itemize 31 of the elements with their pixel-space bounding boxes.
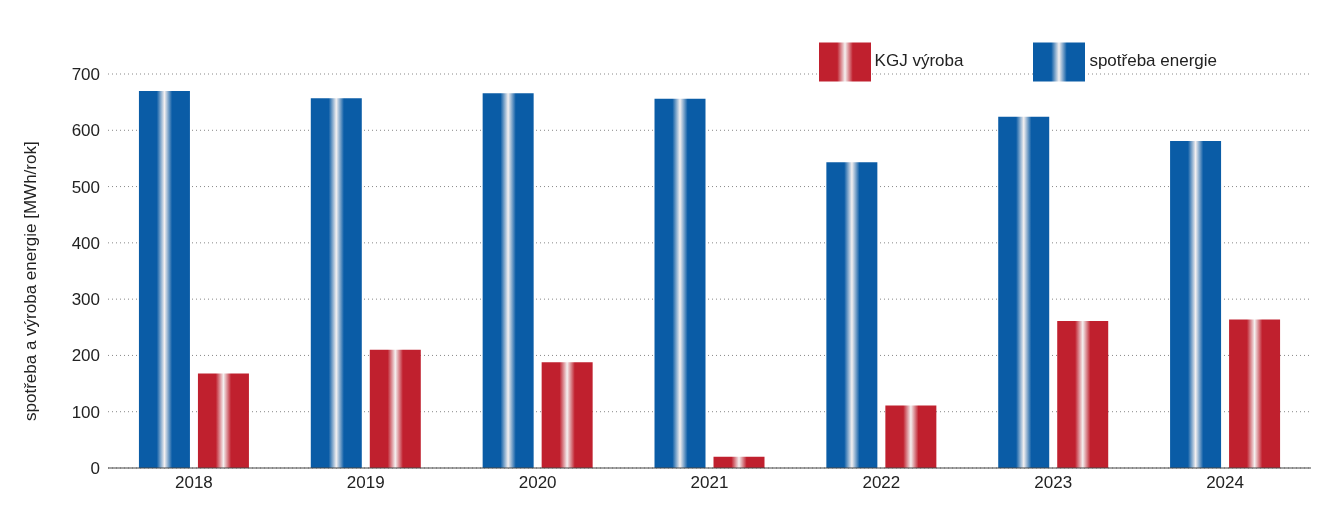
bar (1057, 321, 1109, 468)
bar (1170, 140, 1222, 468)
x-tick-label: 2024 (1206, 473, 1244, 493)
y-tick-label: 700 (71, 65, 100, 85)
x-tick-label: 2022 (862, 473, 901, 493)
y-tick-label: 500 (71, 177, 100, 197)
bar (482, 93, 534, 468)
y-tick-label: 600 (71, 121, 100, 141)
bar (310, 98, 362, 468)
x-tick-label: 2019 (346, 473, 385, 493)
y-axis-title: spotřeba a výroba energie [MWh/rok] (21, 141, 41, 421)
y-tick-label: 300 (71, 290, 100, 310)
legend-label: spotřeba energie (1089, 51, 1217, 71)
y-tick-label: 400 (71, 233, 100, 253)
bar (885, 405, 937, 468)
bar (197, 373, 249, 468)
legend-label: KGJ výroba (874, 51, 964, 71)
x-tick-label: 2023 (1034, 473, 1073, 493)
x-tick-label: 2018 (175, 473, 213, 493)
bar (1229, 319, 1281, 468)
bar (138, 90, 190, 468)
bar (369, 349, 421, 468)
y-tick-label: 0 (90, 459, 100, 479)
x-tick-label: 2020 (518, 473, 557, 493)
bar (654, 98, 706, 468)
y-tick-label: 200 (71, 346, 100, 366)
bar (541, 362, 593, 468)
x-tick-label: 2021 (690, 473, 729, 493)
bar (826, 162, 878, 468)
y-tick-label: 100 (71, 402, 100, 422)
bar (998, 116, 1050, 468)
